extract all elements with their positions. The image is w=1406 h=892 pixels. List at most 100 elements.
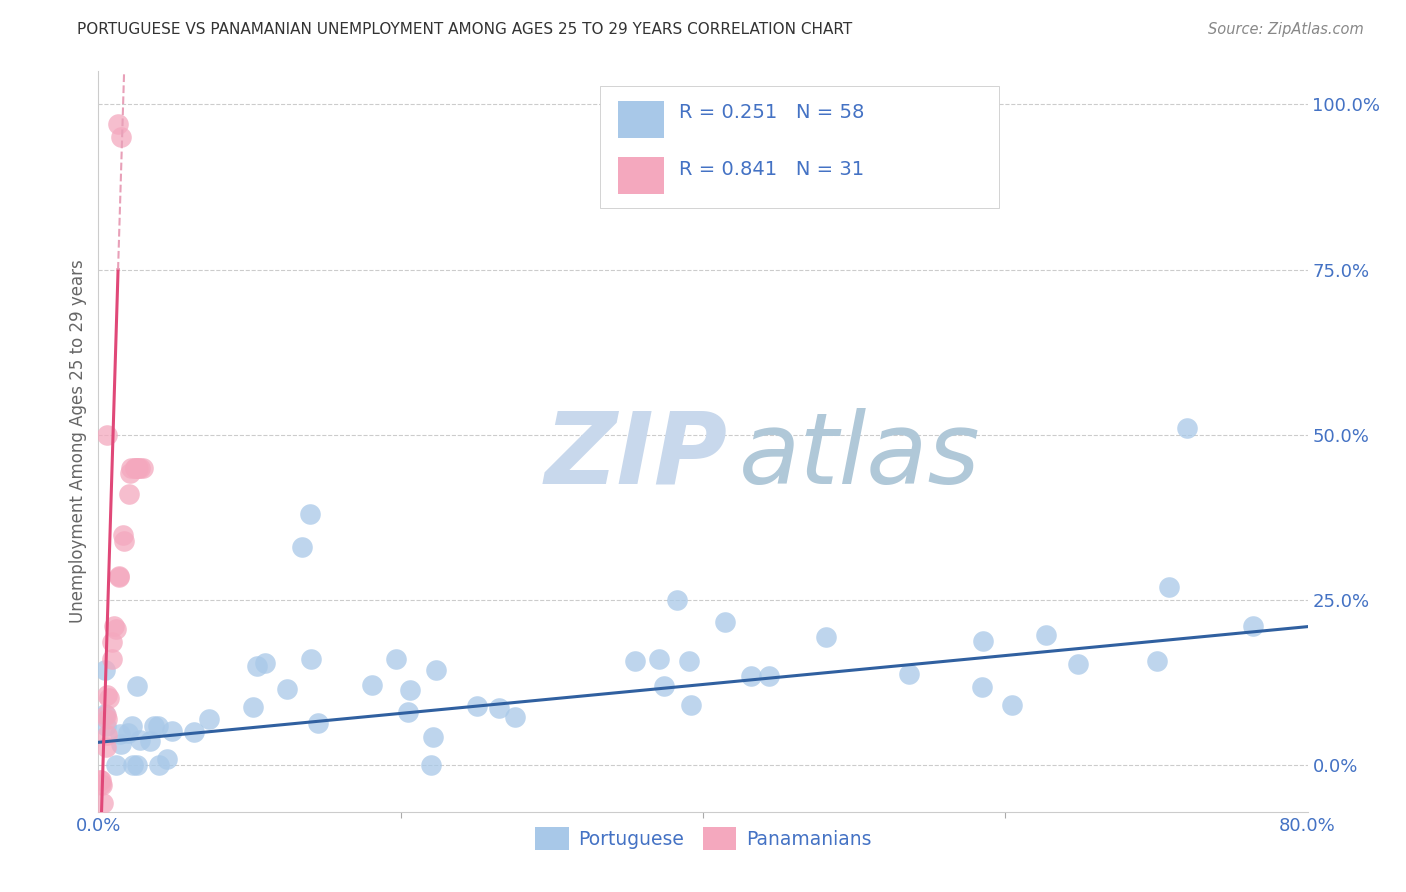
Point — [422, 730, 444, 744]
Point — [131, 461, 153, 475]
Point — [111, 528, 134, 542]
Point — [90, 773, 112, 788]
Point — [276, 682, 298, 697]
Point — [108, 727, 131, 741]
Text: PORTUGUESE VS PANAMANIAN UNEMPLOYMENT AMONG AGES 25 TO 29 YEARS CORRELATION CHAR: PORTUGUESE VS PANAMANIAN UNEMPLOYMENT AM… — [77, 22, 852, 37]
Point — [1241, 618, 1264, 632]
Point — [107, 117, 129, 131]
Point — [665, 592, 688, 607]
Point — [758, 669, 780, 683]
Point — [679, 698, 702, 712]
Point — [183, 724, 205, 739]
Point — [1146, 654, 1168, 668]
Point — [125, 758, 148, 772]
Point — [125, 461, 148, 475]
Point — [398, 683, 420, 698]
Point — [465, 699, 488, 714]
Point — [120, 461, 142, 475]
Point — [96, 428, 118, 442]
Point — [291, 541, 314, 555]
Point — [1067, 657, 1090, 671]
Point — [488, 701, 510, 715]
Point — [94, 740, 117, 755]
Point — [124, 461, 146, 475]
Point — [112, 533, 135, 548]
Point — [103, 619, 125, 633]
Text: atlas: atlas — [740, 408, 981, 505]
Text: R = 0.251   N = 58: R = 0.251 N = 58 — [679, 103, 865, 122]
Point — [128, 461, 150, 475]
Point — [420, 758, 443, 772]
Point — [740, 669, 762, 683]
Point — [121, 719, 143, 733]
Point — [104, 622, 127, 636]
Point — [714, 615, 737, 629]
Point — [122, 758, 145, 772]
Point — [110, 130, 132, 145]
Legend: Portuguese, Panamanians: Portuguese, Panamanians — [527, 820, 879, 858]
Point — [897, 667, 920, 681]
Point — [307, 716, 329, 731]
Point — [970, 680, 993, 694]
Y-axis label: Unemployment Among Ages 25 to 29 years: Unemployment Among Ages 25 to 29 years — [69, 260, 87, 624]
Point — [503, 710, 526, 724]
Point — [360, 678, 382, 692]
Point — [97, 690, 120, 705]
Point — [125, 679, 148, 693]
Text: ZIP: ZIP — [544, 408, 727, 505]
Point — [1035, 628, 1057, 642]
Point — [624, 654, 647, 668]
Point — [96, 712, 118, 726]
Point — [110, 737, 132, 751]
Point — [94, 706, 117, 721]
Point — [90, 776, 112, 790]
Point — [104, 758, 127, 772]
Point — [1157, 580, 1180, 594]
Point — [242, 699, 264, 714]
Point — [96, 707, 118, 722]
Point — [139, 734, 162, 748]
Point — [162, 723, 184, 738]
Text: R = 0.841   N = 31: R = 0.841 N = 31 — [679, 161, 863, 179]
Point — [1001, 698, 1024, 712]
Point — [425, 663, 447, 677]
Point — [90, 779, 112, 793]
FancyBboxPatch shape — [619, 156, 664, 194]
Point — [678, 654, 700, 668]
Point — [96, 728, 118, 742]
Point — [652, 679, 675, 693]
Point — [128, 733, 150, 747]
Point — [101, 652, 124, 666]
Point — [94, 663, 117, 677]
Point — [107, 570, 129, 584]
FancyBboxPatch shape — [619, 101, 664, 138]
Point — [198, 712, 221, 726]
Point — [127, 461, 149, 475]
Point — [156, 752, 179, 766]
Point — [299, 508, 322, 522]
Point — [246, 659, 269, 673]
Point — [972, 634, 994, 648]
Point — [91, 796, 114, 810]
Point — [146, 719, 169, 733]
Point — [101, 635, 124, 649]
FancyBboxPatch shape — [600, 87, 1000, 209]
Point — [118, 486, 141, 500]
Point — [142, 719, 165, 733]
Point — [396, 706, 419, 720]
Point — [148, 758, 170, 772]
Point — [385, 652, 408, 666]
Point — [253, 657, 276, 671]
Point — [124, 461, 146, 475]
Point — [96, 688, 118, 702]
Point — [94, 719, 117, 733]
Point — [814, 630, 837, 644]
Point — [117, 726, 139, 740]
Point — [108, 569, 131, 583]
Point — [647, 652, 669, 666]
Text: Source: ZipAtlas.com: Source: ZipAtlas.com — [1208, 22, 1364, 37]
Point — [299, 652, 322, 666]
Point — [120, 467, 142, 481]
Point — [1175, 421, 1198, 435]
Point — [89, 773, 111, 788]
